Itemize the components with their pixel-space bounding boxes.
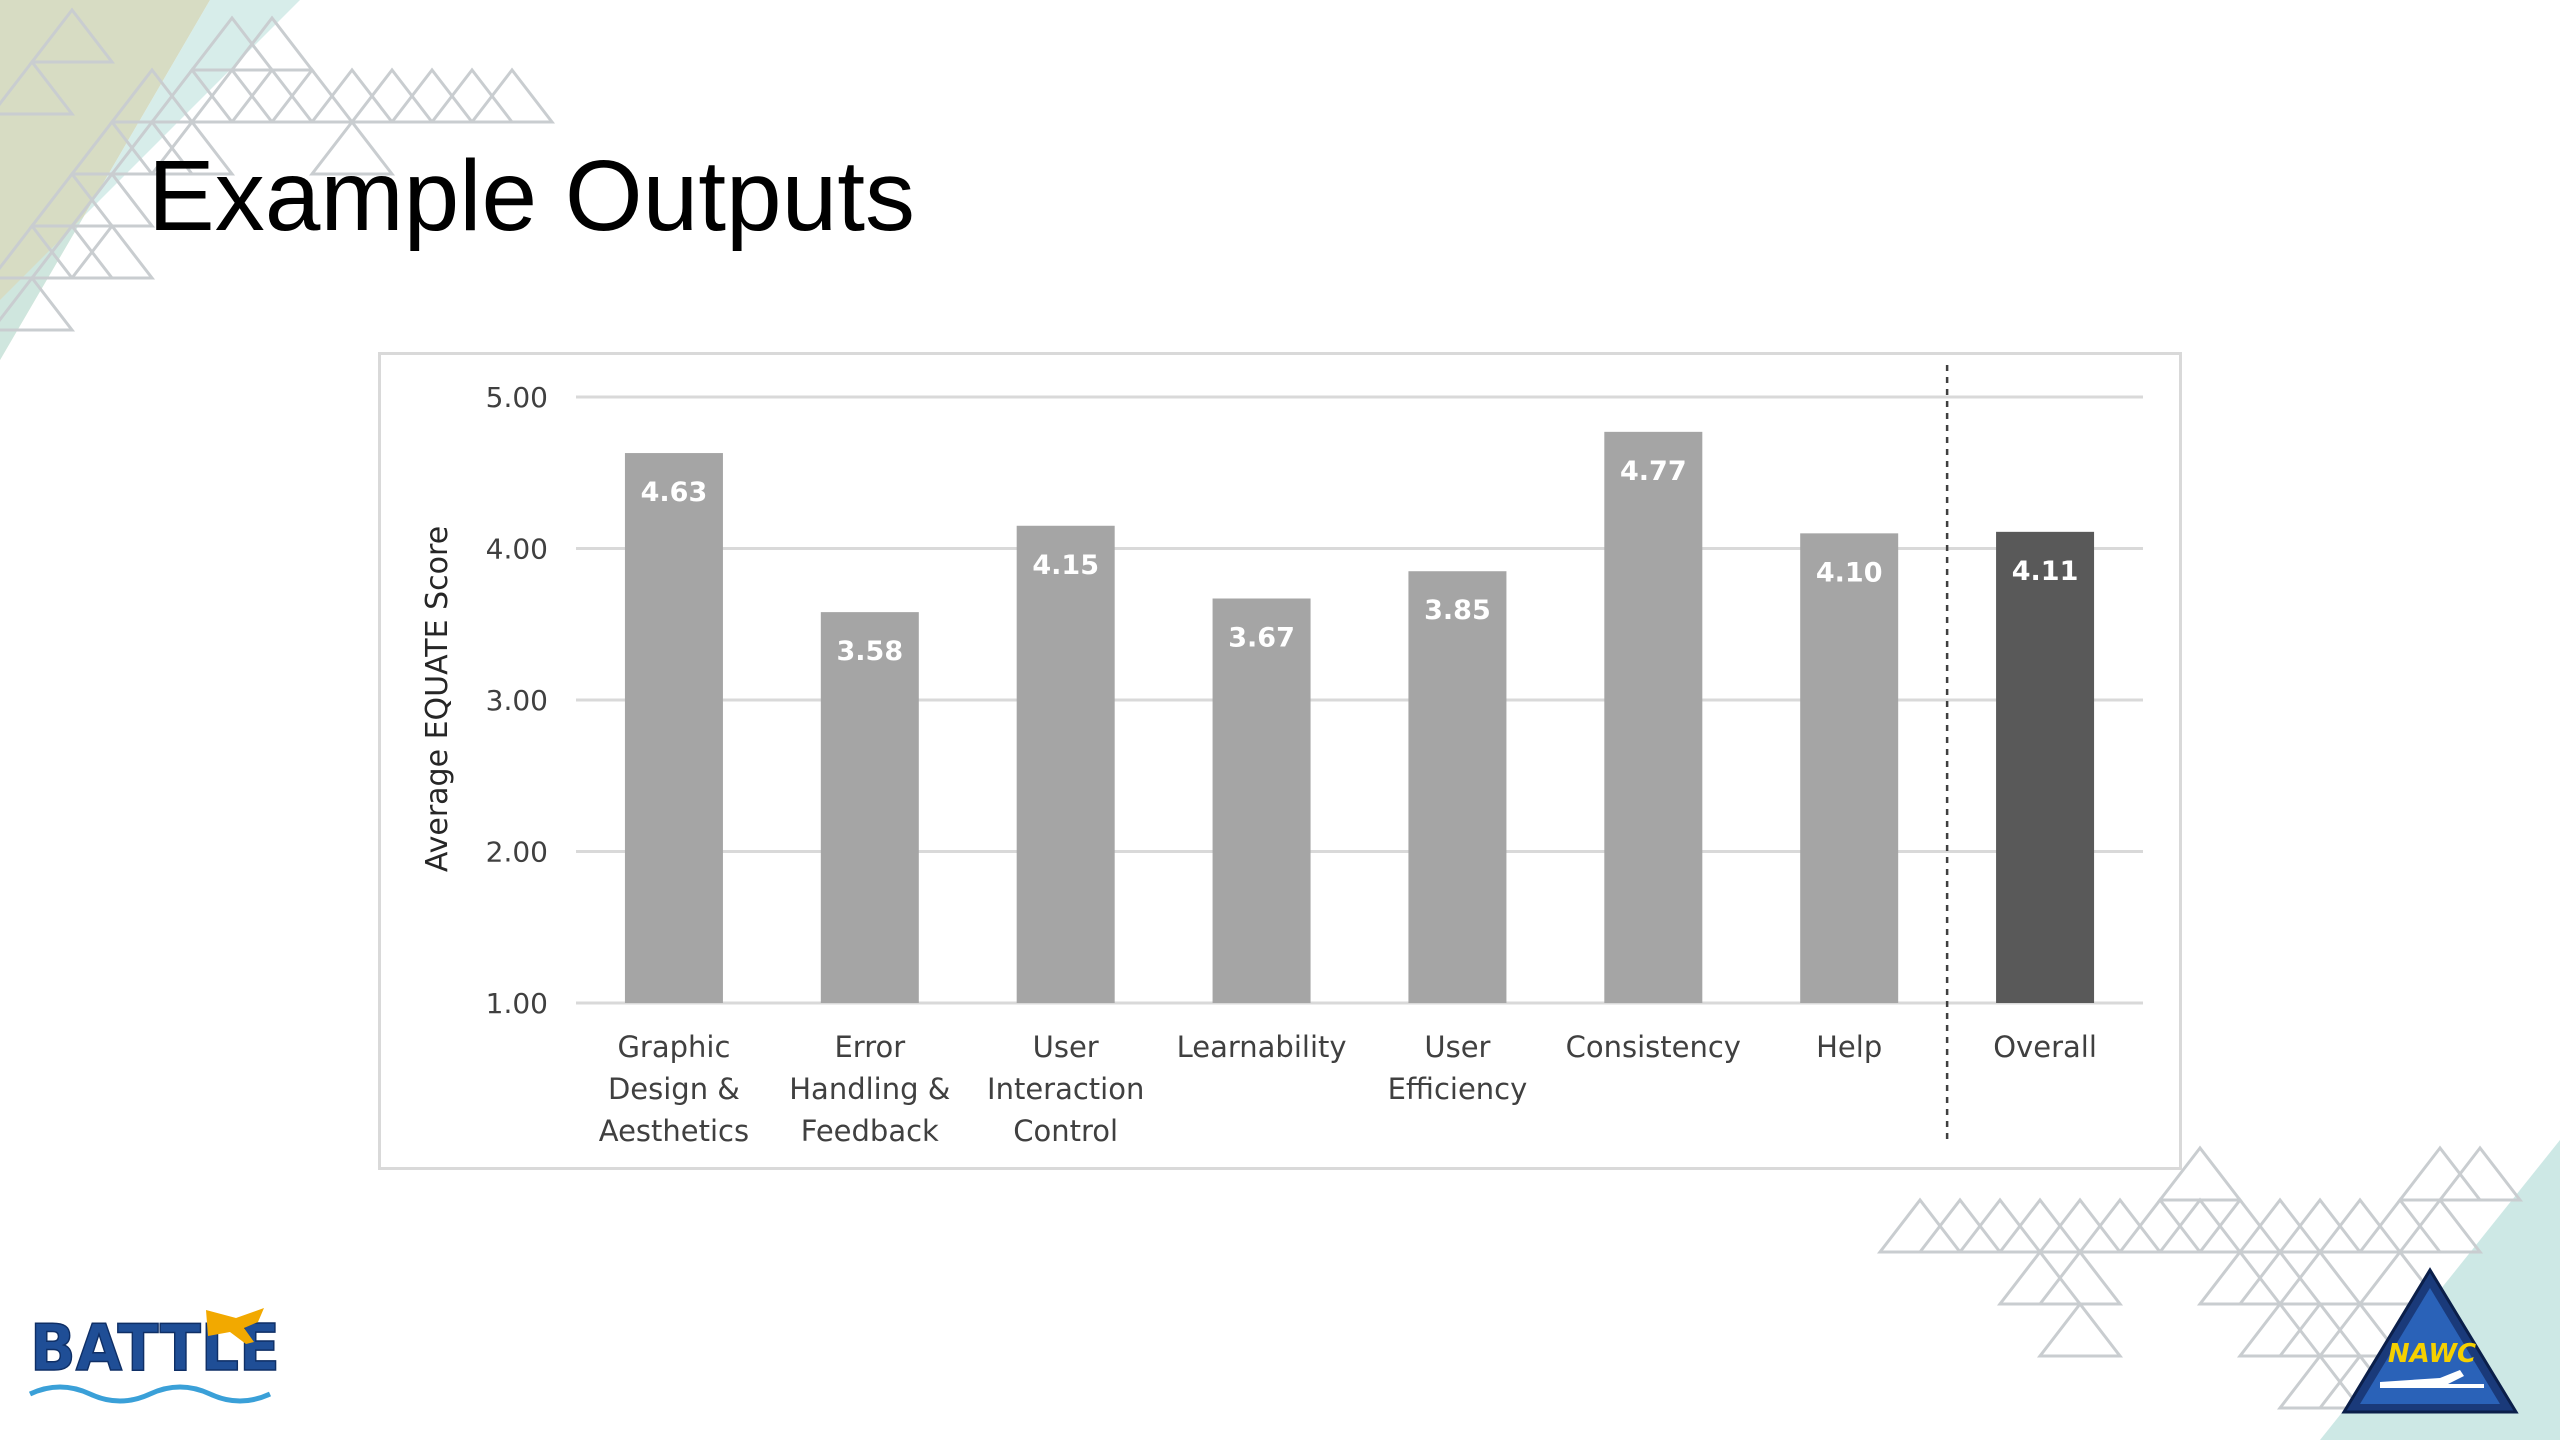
data-label: 3.58 <box>837 636 904 667</box>
category-label: Learnability <box>1177 1030 1347 1064</box>
category-label: Graphic <box>617 1030 730 1064</box>
y-tick-label: 1.00 <box>486 987 548 1020</box>
y-tick-label: 4.00 <box>486 533 548 566</box>
category-label: Consistency <box>1566 1030 1741 1064</box>
bar <box>820 612 919 1003</box>
bar <box>1016 525 1115 1003</box>
nawc-logo: NAWC <box>2341 1267 2519 1414</box>
battle-logo-text: BATTLE <box>30 1312 280 1386</box>
category-label: User <box>1424 1030 1490 1064</box>
jet-icon <box>206 1308 264 1344</box>
category-label: Efficiency <box>1388 1072 1528 1106</box>
category-label: Interaction <box>987 1072 1144 1106</box>
category-label: Control <box>1013 1114 1118 1148</box>
category-label: Help <box>1816 1030 1882 1064</box>
nawc-logo-text: NAWC <box>2388 1339 2476 1369</box>
category-label: Error <box>834 1030 905 1064</box>
top-left-decoration <box>0 0 556 360</box>
y-axis-title: Average EQUATE Score <box>420 526 455 872</box>
aircraft-icon <box>2380 1370 2484 1388</box>
y-tick-label: 2.00 <box>486 836 548 869</box>
overall-bar <box>1996 531 2095 1003</box>
slide-title: Example Outputs <box>148 140 916 252</box>
bar <box>1604 431 1703 1004</box>
wave-icon <box>28 1384 272 1404</box>
data-label: 3.67 <box>1228 622 1295 653</box>
data-label: 4.10 <box>1816 557 1883 588</box>
y-tick-label: 3.00 <box>486 684 548 717</box>
data-label: 3.85 <box>1424 595 1491 626</box>
category-label: Overall <box>1993 1030 2097 1064</box>
category-label: User <box>1033 1030 1099 1064</box>
category-label: Aesthetics <box>599 1114 749 1148</box>
bar-chart: Average EQUATE Score 1.00 2.00 3.00 4.00 5.0… <box>420 365 2143 1148</box>
bar <box>1408 571 1507 1003</box>
category-label: Design & <box>608 1072 740 1106</box>
data-label: 4.77 <box>1620 456 1687 487</box>
bar <box>624 453 723 1003</box>
data-label: 4.11 <box>2012 556 2079 587</box>
chart-container: Average EQUATE Score 1.00 2.00 3.00 4.00 5.0… <box>378 352 2182 1170</box>
y-tick-label: 5.00 <box>486 381 548 414</box>
category-label: Feedback <box>801 1114 939 1148</box>
battle-logo: BATTLE <box>28 1308 281 1404</box>
category-label: Handling & <box>789 1072 950 1106</box>
data-label: 4.63 <box>641 477 708 508</box>
bar <box>1212 598 1311 1003</box>
data-label: 4.15 <box>1032 550 1099 581</box>
bar <box>1800 533 1899 1003</box>
